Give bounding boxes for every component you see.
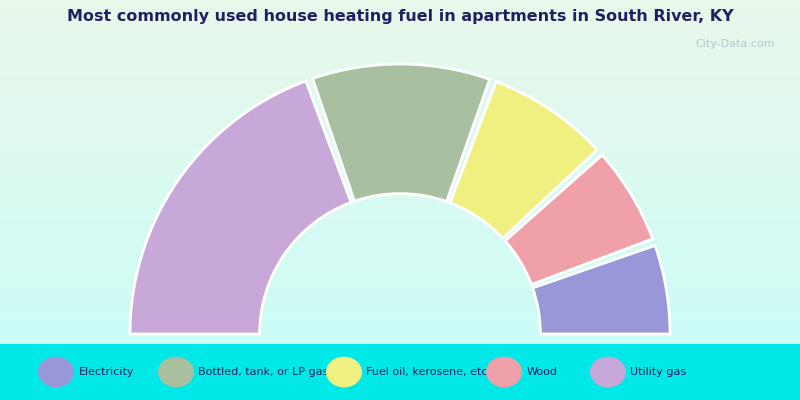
Text: Fuel oil, kerosene, etc.: Fuel oil, kerosene, etc. bbox=[366, 367, 491, 377]
Wedge shape bbox=[533, 246, 670, 334]
Ellipse shape bbox=[158, 357, 194, 387]
Wedge shape bbox=[450, 82, 598, 238]
Text: Electricity: Electricity bbox=[78, 367, 134, 377]
Text: Bottled, tank, or LP gas: Bottled, tank, or LP gas bbox=[198, 367, 329, 377]
Wedge shape bbox=[130, 81, 351, 334]
Wedge shape bbox=[313, 64, 490, 202]
Text: Most commonly used house heating fuel in apartments in South River, KY: Most commonly used house heating fuel in… bbox=[66, 9, 734, 24]
Text: Wood: Wood bbox=[526, 367, 558, 377]
Ellipse shape bbox=[38, 357, 74, 387]
Text: Utility gas: Utility gas bbox=[630, 367, 686, 377]
Text: City-Data.com: City-Data.com bbox=[695, 39, 775, 49]
Wedge shape bbox=[505, 155, 653, 284]
Ellipse shape bbox=[326, 357, 362, 387]
Ellipse shape bbox=[486, 357, 522, 387]
Ellipse shape bbox=[590, 357, 626, 387]
